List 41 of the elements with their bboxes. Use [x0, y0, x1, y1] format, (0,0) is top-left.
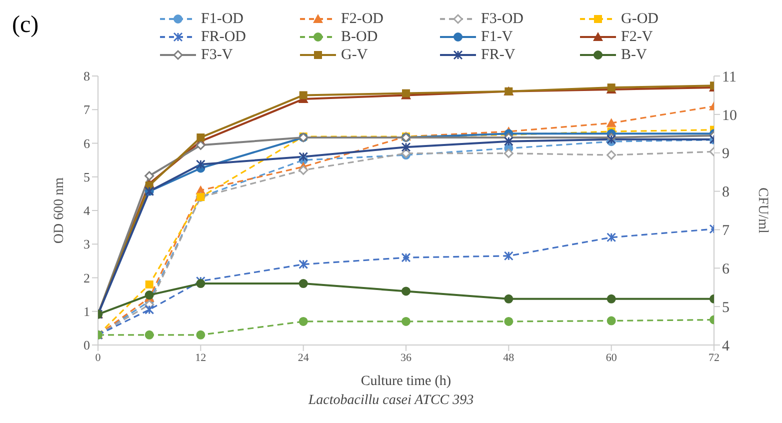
y-tick-label: 2 — [84, 270, 90, 286]
y-tick-label: 6 — [84, 136, 90, 151]
x-tick-label: 72 — [708, 352, 720, 364]
legend-label: G-OD — [621, 10, 658, 28]
y-tick-label: 7 — [84, 102, 90, 118]
y-tick-label: 1 — [84, 304, 90, 319]
y2-tick-label: 6 — [722, 261, 730, 278]
y2-tick-label: 4 — [722, 338, 730, 354]
y2-axis-title: CFU/ml — [755, 188, 770, 234]
x-tick-label: 0 — [95, 352, 102, 364]
x-tick-label: 48 — [503, 352, 515, 364]
legend-label: F3-OD — [481, 10, 524, 28]
y2-tick-label: 7 — [722, 223, 730, 240]
y-tick-label: 8 — [84, 68, 90, 84]
x-axis-title: Culture time (h) — [360, 374, 452, 389]
x-tick-label: 12 — [195, 352, 206, 364]
legend-label: FR-OD — [201, 28, 246, 46]
y2-tick-label: 11 — [722, 69, 736, 86]
legend-label: F1-OD — [201, 10, 244, 28]
text: (c) — [12, 12, 39, 39]
y2-tick-label: 10 — [722, 108, 737, 124]
y-tick-label: 5 — [84, 169, 90, 184]
x-tick-label: 36 — [400, 352, 412, 364]
legend-label: F1-V — [481, 28, 513, 46]
legend-label: F2-V — [621, 28, 653, 46]
legend-label: F3-V — [201, 46, 233, 64]
y2-tick-label: 8 — [722, 184, 730, 201]
y-axis-title: OD 600 nm — [52, 177, 67, 244]
legend-label: F2-OD — [341, 10, 384, 28]
text: Lactobacillu casei ATCC 393 — [307, 393, 475, 409]
x-tick-label: 24 — [298, 352, 310, 364]
y-tick-label: 3 — [84, 236, 90, 252]
legend-label: FR-V — [481, 46, 516, 64]
y2-tick-label: 5 — [722, 300, 730, 316]
legend-label: G-V — [341, 46, 368, 64]
y2-tick-label: 9 — [722, 146, 730, 162]
legend-label: B-V — [621, 46, 647, 64]
y-tick-label: 0 — [84, 338, 90, 353]
legend-label: B-OD — [341, 28, 378, 46]
y-tick-label: 4 — [84, 203, 90, 218]
x-tick-label: 60 — [606, 352, 618, 364]
